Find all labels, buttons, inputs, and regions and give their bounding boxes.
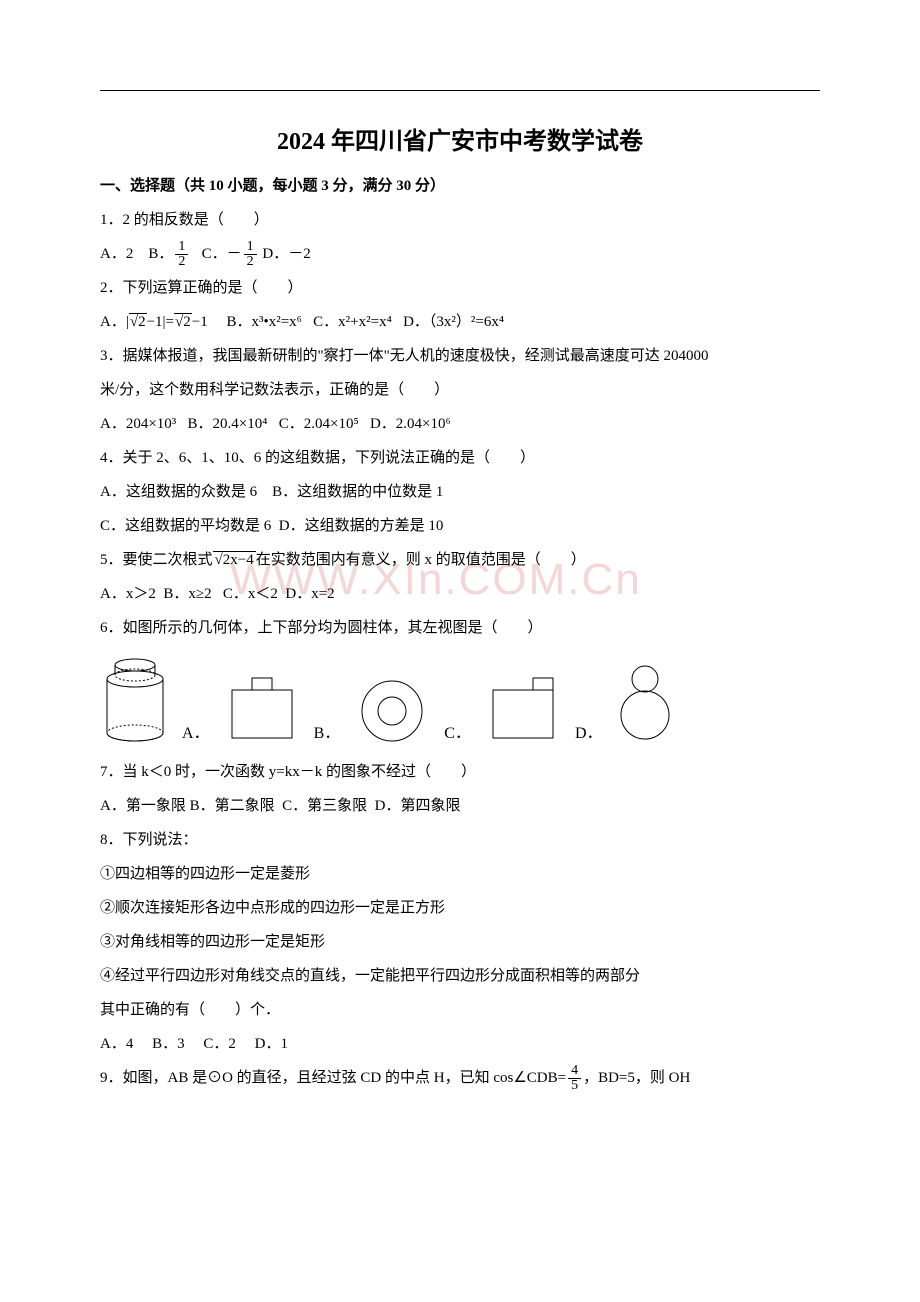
sqrt2-a2: 2 [183,314,191,330]
q8-s3: ③对角线相等的四边形一定是矩形 [100,927,820,957]
q7-opt-c: C．第三象限 [282,798,367,814]
q8-opt-d: D．1 [255,1036,288,1052]
q8-options: A．4 B．3 C．2 D．1 [100,1029,820,1059]
q8-s4: ④经过平行四边形对角线交点的直线，一定能把平行四边形分成面积相等的两部分 [100,961,820,991]
q9-stem: 9．如图，AB 是⊙O 的直径，且经过弦 CD 的中点 H，已知 cos∠CDB… [100,1063,820,1093]
q2-opt-b: B．x³•x²=x⁶ [226,314,301,330]
q7-opt-b: B．第二象限 [190,798,275,814]
q4-opt-b: B．这组数据的中位数是 1 [272,484,443,500]
q2-stem: 2．下列运算正确的是（ ） [100,273,820,303]
q4-opt-c: C．这组数据的平均数是 6 [100,518,271,534]
q5-opt-d: D．x=2 [285,586,334,602]
q5-opt-c: C．x＜2 [223,586,278,602]
q6-figures: A． B． C． D． [100,653,820,743]
q2-options: A．|√2−1|=√2−1 B．x³•x²=x⁶ C．x²+x²=x⁴ D．（3… [100,307,820,337]
frac-den: 5 [568,1079,581,1093]
q2-opt-c: C．x²+x²=x⁴ [313,314,392,330]
top-rule [100,90,820,91]
q5-stem: 5．要使二次根式√2x−4在实数范围内有意义，则 x 的取值范围是（ ） [100,545,820,575]
frac-half-neg: 12 [244,240,257,269]
frac-half: 12 [175,240,188,269]
q4-opt-a: A．这组数据的众数是 6 [100,484,257,500]
q3-opt-b: B．20.4×10⁴ [188,416,268,432]
q9-pre: 9．如图，AB 是⊙O 的直径，且经过弦 CD 的中点 H，已知 cos∠CDB… [100,1070,566,1086]
q1-stem: 1．2 的相反数是（ ） [100,205,820,235]
q8-stem: 8．下列说法： [100,825,820,855]
q6-opt-b-icon [352,673,432,743]
q6-opt-c-icon [483,673,563,743]
q5-opt-b: B．x≥2 [163,586,211,602]
q2-opt-a-mid: −1|= [147,314,174,330]
q5-pre: 5．要使二次根式 [100,552,213,568]
q6-stem: 6．如图所示的几何体，上下部分均为圆柱体，其左视图是（ ） [100,613,820,643]
frac-num: 1 [244,240,257,255]
section-1-heading: 一、选择题（共 10 小题，每小题 3 分，满分 30 分） [100,174,820,195]
frac-num: 4 [568,1064,581,1079]
q1-opt-b: B． [148,246,173,262]
q8-s2: ②顺次连接矩形各边中点形成的四边形一定是正方形 [100,893,820,923]
q3-line2: 米/分，这个数用科学记数法表示，正确的是（ ） [100,375,820,405]
q4-options-row1: A．这组数据的众数是 6 B．这组数据的中位数是 1 [100,477,820,507]
q3-options: A．204×10³ B．20.4×10⁴ C．2.04×10⁵ D．2.04×1… [100,409,820,439]
q6-opt-d-icon [615,663,675,743]
q5-opt-a: A．x＞2 [100,586,156,602]
frac-num: 1 [175,240,188,255]
q7-options: A．第一象限 B．第二象限 C．第三象限 D．第四象限 [100,791,820,821]
q7-opt-d: D．第四象限 [375,798,461,814]
q2-opt-a-post: −1 [192,314,208,330]
q3-opt-a: A．204×10³ [100,416,176,432]
q6-opt-b-label: B． [314,719,341,743]
q8-s1: ①四边相等的四边形一定是菱形 [100,859,820,889]
q8-opt-b: B．3 [152,1036,185,1052]
q3-line1: 3．据媒体报道，我国最新研制的"察打一体"无人机的速度极快，经测试最高速度可达 … [100,341,820,371]
q4-opt-d: D．这组数据的方差是 10 [279,518,444,534]
frac-den: 2 [244,255,257,269]
q8-tail: 其中正确的有（ ）个． [100,995,820,1025]
q1-opt-a: A．2 [100,246,133,262]
q7-opt-a: A．第一象限 [100,798,186,814]
q9-post: ，BD=5，则 OH [583,1070,690,1086]
page-title: 2024 年四川省广安市中考数学试卷 [100,121,820,156]
q5-rad: 2x−4 [223,552,254,568]
q1-opt-c: C．－ [202,246,242,262]
q2-opt-a-pre: A．| [100,314,129,330]
q4-stem: 4．关于 2、6、1、10、6 的这组数据，下列说法正确的是（ ） [100,443,820,473]
sqrt2-a1: 2 [138,314,146,330]
q7-stem: 7．当 k＜0 时，一次函数 y=kx－k 的图象不经过（ ） [100,757,820,787]
q2-opt-d: D．（3x²）²=6x⁴ [403,314,504,330]
frac-den: 2 [175,255,188,269]
q6-solid-icon [100,653,170,743]
q8-opt-a: A．4 [100,1036,133,1052]
q3-opt-c: C．2.04×10⁵ [279,416,359,432]
q6-opt-c-label: C． [444,719,471,743]
q5-post: 在实数范围内有意义，则 x 的取值范围是（ ） [256,552,586,568]
q6-opt-d-label: D． [575,719,603,743]
frac-4-5: 45 [568,1064,581,1093]
q8-opt-c: C．2 [203,1036,236,1052]
q6-opt-a-label: A． [182,719,210,743]
q1-options: A．2 B．12 C．－12 D．－2 [100,239,820,269]
q5-options: A．x＞2 B．x≥2 C．x＜2 D．x=2 [100,579,820,609]
q3-opt-d: D．2.04×10⁶ [370,416,451,432]
q4-options-row2: C．这组数据的平均数是 6 D．这组数据的方差是 10 [100,511,820,541]
q1-opt-d: D．－2 [262,246,310,262]
q6-opt-a-icon [222,673,302,743]
